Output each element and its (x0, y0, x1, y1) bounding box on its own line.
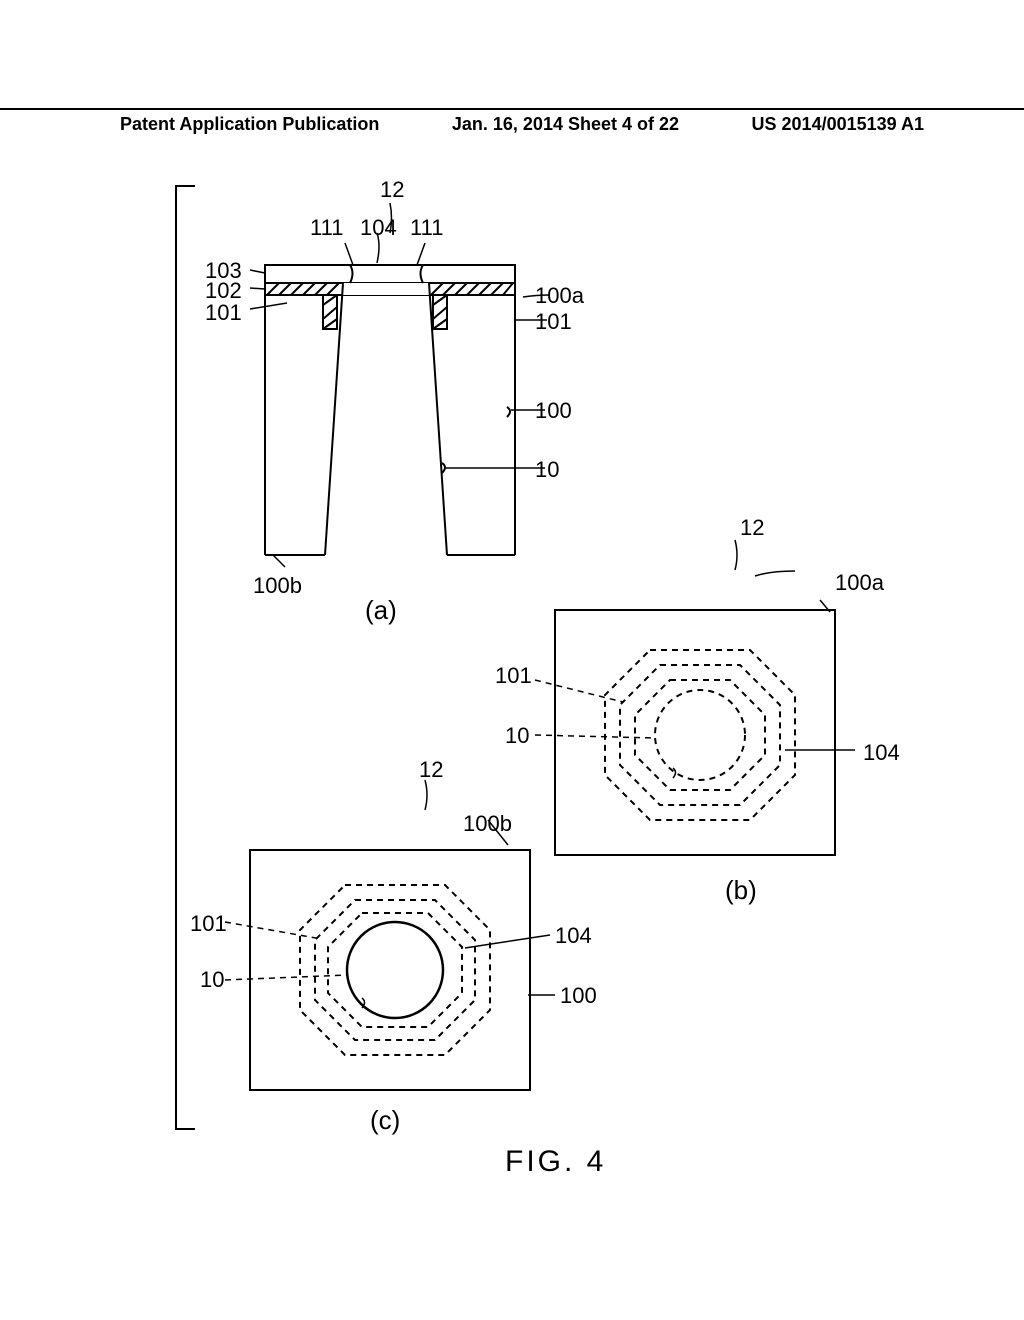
ref-12: 12 (380, 177, 404, 203)
ref-100c: 100 (560, 983, 597, 1009)
ref-111r: 111 (410, 215, 443, 241)
ref-10t: 10 (535, 457, 559, 483)
ref-104t: 104 (360, 215, 397, 241)
figure-bracket (175, 185, 195, 1130)
ref-10b: 10 (505, 723, 529, 749)
ref-100bc: 100b (463, 811, 512, 837)
ref-100ab: 100a (835, 570, 884, 596)
header-left: Patent Application Publication (120, 114, 379, 135)
sublabel-a: (a) (365, 595, 397, 626)
ref-101b: 101 (495, 663, 532, 689)
ref-100bt: 100b (253, 573, 302, 599)
sublabel-b: (b) (725, 875, 757, 906)
ref-100t: 100 (535, 398, 572, 424)
ref-101c: 101 (190, 911, 227, 937)
figure-4: 12 111 104 111 103 102 101 100a 101 100 … (175, 185, 895, 1165)
ref-12c: 12 (419, 757, 443, 783)
ref-10c: 10 (200, 967, 224, 993)
ref-12b: 12 (740, 515, 764, 541)
ref-101rt: 101 (535, 309, 572, 335)
figure-title: FIG. 4 (505, 1145, 606, 1179)
ref-100a: 100a (535, 283, 584, 309)
ref-101l: 101 (205, 300, 242, 326)
sublabel-c: (c) (370, 1105, 400, 1136)
ref-104c: 104 (555, 923, 592, 949)
ref-111l: 111 (310, 215, 343, 241)
header-center: Jan. 16, 2014 Sheet 4 of 22 (452, 114, 679, 135)
ref-104b: 104 (863, 740, 900, 766)
subfigure-a (250, 203, 549, 567)
header-right: US 2014/0015139 A1 (752, 114, 924, 135)
subfigure-b (535, 540, 855, 855)
page-header: Patent Application Publication Jan. 16, … (0, 108, 1024, 135)
